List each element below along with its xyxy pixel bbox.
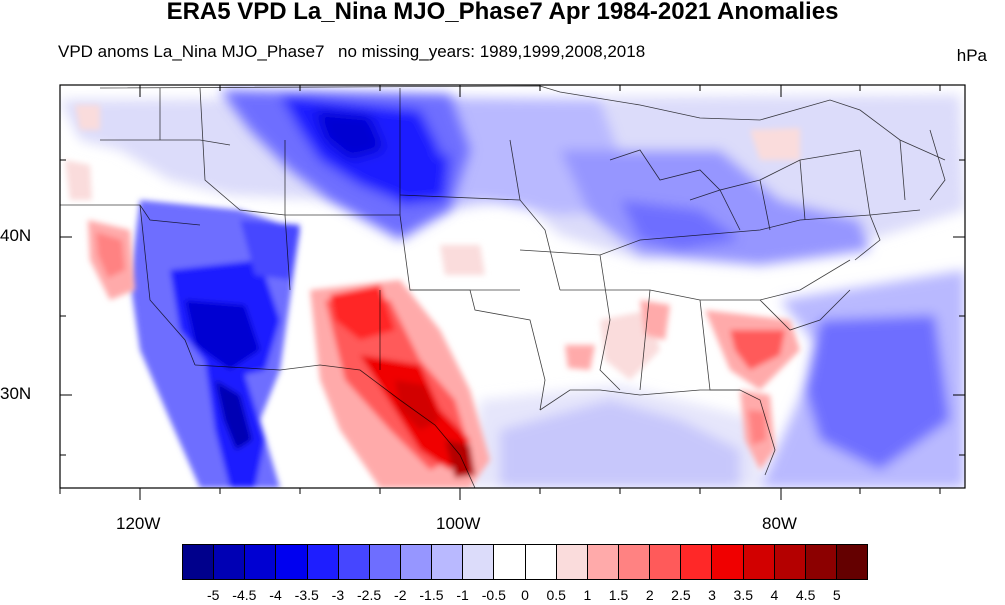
colorbar-tick-label: -4.5 — [232, 587, 257, 603]
colorbar-tick-label: 3.5 — [733, 587, 753, 603]
page-title: ERA5 VPD La_Nina MJO_Phase7 Apr 1984-202… — [166, 0, 839, 25]
colorbar-tick-label: -0.5 — [481, 587, 506, 603]
colorbar-tick-label: 2 — [645, 587, 654, 603]
subtitle-left: VPD anoms La_Nina MJO_Phase7 — [58, 42, 325, 61]
colorbar-swatch — [214, 545, 246, 579]
northern-rockies-peak — [315, 110, 385, 160]
colorbar-tick-label: 4.5 — [795, 587, 816, 603]
lon-label-80w: 80W — [762, 514, 797, 533]
oregon-coast-positive — [65, 160, 92, 200]
colorbar-swatch — [369, 545, 401, 579]
colorbar-tick-label: 5 — [832, 587, 841, 603]
louisiana-positive — [565, 345, 595, 370]
colorbar-tick-label: 4 — [770, 587, 779, 603]
colorbar-swatch — [774, 545, 806, 579]
colorbar-swatch — [805, 545, 837, 579]
great-basin-deficit — [240, 220, 300, 280]
colorbar-tick-label: -1 — [456, 587, 469, 603]
northern-rockies-east — [380, 150, 450, 205]
central-plains-positive — [440, 245, 485, 275]
new-mexico-positive — [330, 285, 395, 340]
colorbar-tick-label: -3.5 — [294, 587, 319, 603]
colorbar-swatch — [307, 545, 339, 579]
ohio-valley-deficit — [620, 200, 740, 250]
colorbar-tick-label: 2.5 — [671, 587, 691, 603]
mexico-peak — [445, 440, 475, 478]
colorbar-tick-label: -4 — [269, 587, 282, 603]
colorbar-swatch — [650, 545, 682, 579]
colorbar-swatch — [618, 545, 651, 579]
florida-core — [748, 410, 766, 445]
colorbar-swatch — [494, 545, 526, 579]
lat-label-30n: 30N — [0, 384, 32, 403]
colorbar-tick-label: -2.5 — [357, 587, 382, 603]
colorbar-tick-label: -5 — [206, 587, 220, 603]
axis-ticks — [59, 85, 965, 500]
lon-label-100w: 100W — [436, 514, 481, 533]
colorbar-tick-label: -1.5 — [419, 587, 444, 603]
texas-peak — [395, 380, 440, 430]
colorbar-swatch — [183, 545, 215, 579]
colorbar-swatch — [276, 545, 308, 579]
colorbar-tick-label: 0 — [521, 587, 529, 603]
colorbar-swatch — [432, 545, 464, 579]
colorbar-tick-label: -2 — [394, 587, 407, 603]
vpd-anomaly-map — [59, 84, 966, 500]
lon-label-120w: 120W — [116, 514, 161, 533]
washington-positive — [75, 105, 100, 130]
colorbar-swatch — [836, 545, 868, 579]
gulf-of-mexico-light — [470, 385, 760, 488]
colorbar-swatch — [587, 545, 619, 579]
colorbar-swatch — [743, 545, 775, 579]
colorbar-swatch — [712, 545, 744, 579]
map-frame — [59, 84, 966, 489]
colorbar-swatch — [556, 545, 588, 579]
southwest-peak — [185, 300, 260, 370]
atlantic-ocean-mid — [805, 315, 950, 470]
colorbar-swatch — [525, 545, 557, 579]
subtitle-right: no missing_years: 1989,1999,2008,2018 — [338, 42, 646, 61]
colorbar-swatch — [681, 545, 713, 579]
new-england-positive — [750, 128, 800, 160]
colorbar-tick-label: 0.5 — [546, 587, 566, 603]
colorbar-tick-label: 1 — [583, 587, 592, 603]
alabama-positive — [640, 300, 670, 340]
units-label: hPa — [956, 46, 987, 65]
california-core — [96, 232, 125, 278]
baja-peak — [215, 380, 252, 450]
colorbar-tick-label: 1.5 — [608, 587, 629, 603]
colorbar-swatch — [463, 545, 495, 579]
lat-label-40n: 40N — [0, 226, 32, 245]
boundary-lines — [60, 85, 946, 488]
colorbar-labels: -5 -4.5 -4 -3.5 -3 -2.5 -2 -1.5 -1 -0.5 0 0.5 1 1.5 2 2… — [0, 587, 1005, 605]
carolina-core — [730, 330, 785, 370]
colorbar-tick-label: 3 — [708, 587, 716, 603]
colorbar-swatch — [338, 545, 370, 579]
colorbar-swatch — [400, 545, 433, 579]
colorbar-swatch — [245, 545, 277, 579]
great-lakes-deficit — [560, 150, 870, 265]
colorbar — [182, 544, 868, 580]
anomaly-field — [60, 85, 965, 488]
colorbar-tick-label: -3 — [331, 587, 345, 603]
